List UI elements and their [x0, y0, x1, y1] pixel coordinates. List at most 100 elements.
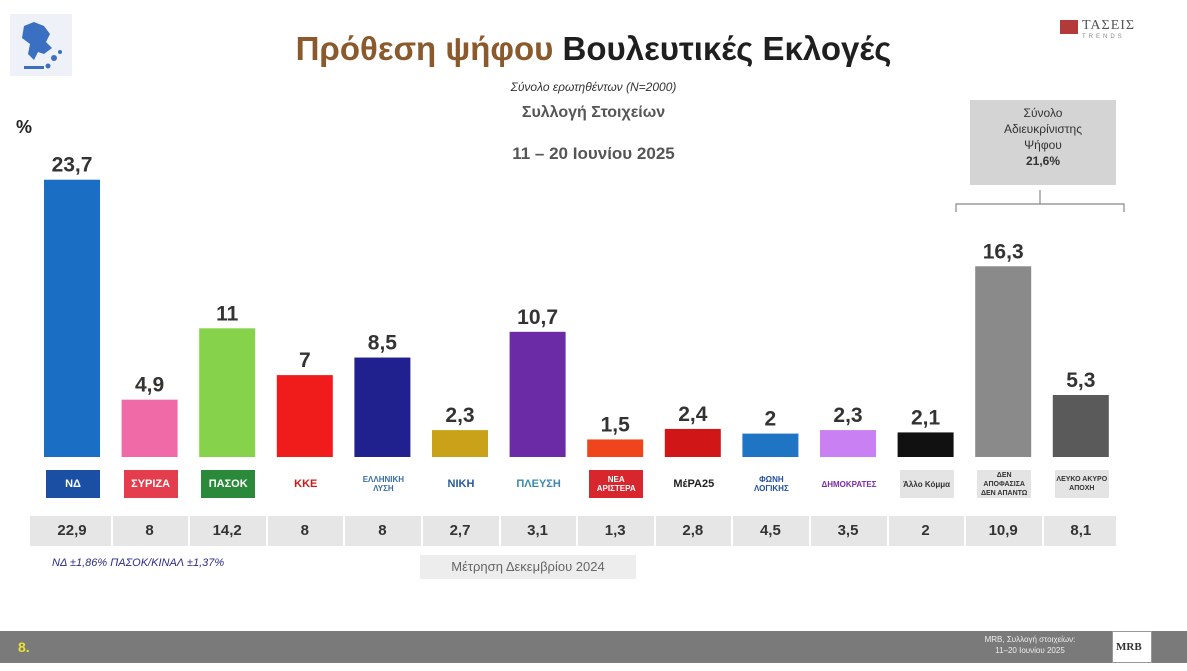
party-logo-text-12: ΔΕΝ ΑΠΟΦΑΣΙΣΑ ΔΕΝ ΑΠΑΝΤΩ	[977, 470, 1032, 498]
bar-value-label-3: 7	[299, 349, 311, 372]
page-title: Πρόθεση ψήφου Βουλευτικές Εκλογές	[0, 30, 1187, 68]
bar-10	[820, 430, 876, 457]
party-logo-text-1: ΣΥΡΙΖΑ	[123, 470, 178, 498]
party-logo-text-10: ΔΗΜΟΚΡΑΤΕΣ	[821, 470, 877, 498]
bar-1	[121, 399, 178, 457]
previous-value-4: 8	[378, 522, 387, 539]
party-logo-10: ΔΗΜΟΚΡΑΤΕΣ	[820, 464, 878, 500]
bar-0	[44, 179, 100, 457]
bar-value-label-9: 2	[765, 408, 777, 431]
bar-13	[1052, 394, 1109, 457]
previous-measurement-label: Μέτρηση Δεκεμβρίου 2024	[420, 555, 636, 579]
undecided-value: 21,6%	[1025, 154, 1061, 168]
footer-source-line2: 11–20 Ιουνίου 2025	[995, 646, 1065, 655]
undecided-summary-box: Σύνολο Αδιευκρίνιστης Ψήφου 21,6%	[970, 100, 1116, 185]
party-logo-text-11: Άλλο Κόμμα	[899, 470, 954, 498]
brand-text: ΤΑΣΕΙΣ	[1082, 18, 1136, 33]
party-logo-text-5: ΝΙΚΗ	[434, 470, 488, 498]
party-logo-6: ΠΛΕΥΣΗ	[510, 464, 568, 500]
previous-row-divider	[421, 516, 423, 546]
bar-value-label-0: 23,7	[52, 154, 93, 177]
previous-value-3: 8	[300, 522, 309, 539]
party-logo-text-6: ΠΛΕΥΣΗ	[511, 470, 566, 498]
bar-11	[897, 432, 954, 457]
previous-row-divider	[498, 516, 501, 546]
party-logo-9: ΦΩΝΗ ΛΟΓΙΚΗΣ	[742, 464, 800, 500]
party-logo-5: ΝΙΚΗ	[432, 464, 490, 500]
bar-value-label-11: 2,1	[911, 406, 941, 429]
previous-row-divider	[188, 516, 191, 546]
party-logo-8: ΜέΡΑ25	[665, 464, 723, 500]
title-part2: Βουλευτικές Εκλογές	[562, 30, 892, 67]
bar-3	[276, 375, 333, 457]
previous-value-2: 14,2	[212, 522, 242, 539]
bar-2	[199, 328, 256, 457]
bar-value-label-8: 2,4	[678, 403, 708, 426]
greece-map-logo	[10, 14, 72, 76]
undecided-line1: Σύνολο	[1023, 106, 1063, 120]
bar-value-label-13: 5,3	[1066, 369, 1095, 392]
previous-row-divider	[886, 516, 889, 546]
bar-value-label-6: 10,7	[517, 306, 558, 329]
previous-value-0: 22,9	[57, 522, 87, 539]
bar-9	[742, 433, 799, 457]
undecided-line3: Ψήφου	[1024, 138, 1062, 152]
party-logo-4: ΕΛΛΗΝΙΚΗ ΛΥΣΗ	[354, 464, 412, 500]
bar-value-label-10: 2,3	[833, 404, 862, 427]
bar-5	[432, 430, 488, 457]
bar-value-label-4: 8,5	[368, 332, 398, 355]
party-logo-2: ΠΑΣΟΚ	[199, 464, 257, 500]
party-logo-7: ΝΕΑ ΑΡΙΣΤΕΡΑ	[587, 464, 645, 500]
method-label: Συλλογή Στοιχείων	[521, 104, 666, 121]
party-logo-1: ΣΥΡΙΖΑ	[122, 464, 180, 500]
bar-value-label-7: 1,5	[601, 413, 631, 436]
brand-square-icon	[1060, 20, 1078, 34]
previous-row-divider	[343, 516, 346, 546]
party-logo-0: ΝΔ	[44, 464, 102, 500]
previous-value-5: 2,7	[449, 522, 471, 539]
previous-value-10: 3,5	[837, 522, 859, 539]
margin-of-error-note: ΝΔ ±1,86% ΠΑΣΟΚ/ΚΙΝΑΛ ±1,37%	[52, 557, 225, 569]
party-logo-text-13: ΛΕΥΚΟ ΑΚΥΡΟ ΑΠΟΧΗ	[1054, 470, 1109, 498]
previous-row-divider	[653, 516, 656, 546]
bar-value-label-12: 16,3	[983, 240, 1024, 263]
bar-value-label-5: 2,3	[445, 404, 474, 427]
undecided-bracket	[955, 190, 1125, 212]
party-logo-13: ΛΕΥΚΟ ΑΚΥΡΟ ΑΠΟΧΗ	[1053, 464, 1111, 500]
brand-subtext: TRENDS	[1082, 34, 1125, 40]
footer-source-line1: MRB, Συλλογή στοιχείων:	[984, 635, 1076, 644]
previous-value-7: 1,3	[604, 522, 626, 539]
party-logo-11: Άλλο Κόμμα	[898, 464, 956, 500]
previous-value-13: 8,1	[1070, 522, 1092, 539]
party-logo-text-9: ΦΩΝΗ ΛΟΓΙΚΗΣ	[744, 470, 799, 498]
bar-4	[354, 357, 411, 457]
previous-row-divider	[964, 516, 967, 546]
party-logo-text-4: ΕΛΛΗΝΙΚΗ ΛΥΣΗ	[356, 470, 411, 498]
bar-value-label-2: 11	[216, 302, 239, 325]
party-logo-3: ΚΚΕ	[277, 464, 335, 500]
party-logo-text-8: ΜέΡΑ25	[666, 470, 721, 498]
previous-row-divider	[110, 516, 113, 546]
bar-12	[975, 266, 1032, 457]
y-axis-unit: %	[16, 117, 33, 137]
previous-value-1: 8	[145, 522, 154, 539]
mrb-logo-text: MRB	[1116, 641, 1142, 653]
bar-value-label-1: 4,9	[135, 374, 164, 397]
mrb-logo: MRB	[1112, 631, 1152, 663]
previous-value-6: 3,1	[527, 522, 549, 539]
previous-value-12: 10,9	[988, 522, 1018, 539]
previous-row-divider	[731, 516, 734, 546]
party-logo-12: ΔΕΝ ΑΠΟΦΑΣΙΣΑ ΔΕΝ ΑΠΑΝΤΩ	[975, 464, 1033, 500]
previous-value-8: 2,8	[682, 522, 704, 539]
subtitle: Σύνολο ερωτηθέντων (Ν=2000)	[510, 80, 677, 94]
party-logo-text-3: ΚΚΕ	[278, 470, 333, 498]
bar-7	[587, 439, 644, 457]
date-range: 11 – 20 Ιουνίου 2025	[512, 144, 675, 163]
party-logo-text-2: ΠΑΣΟΚ	[201, 470, 256, 498]
footer-source: MRB, Συλλογή στοιχείων: 11–20 Ιουνίου 20…	[960, 634, 1100, 656]
party-logo-text-0: ΝΔ	[46, 470, 100, 498]
previous-value-9: 4,5	[759, 522, 781, 539]
brand-logo: ΤΑΣΕΙΣ TRENDS	[1060, 18, 1160, 44]
previous-measurement-row	[30, 516, 1116, 546]
